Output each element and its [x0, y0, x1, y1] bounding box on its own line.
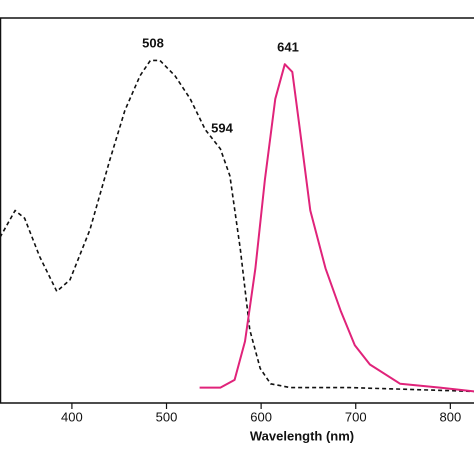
x-tick-label: 500 [156, 409, 178, 424]
spectrum-line [199, 63, 474, 393]
x-tick-label: 400 [61, 409, 83, 424]
x-tick-label: 700 [345, 409, 367, 424]
x-axis-label: Wavelength (nm) [250, 428, 354, 443]
spectrum-line [0, 59, 474, 393]
x-tick-label: 600 [250, 409, 272, 424]
peak-annotation: 508 [142, 35, 164, 50]
peak-annotation: 641 [277, 39, 299, 54]
x-tick-label: 800 [439, 409, 461, 424]
peak-annotation: 594 [211, 120, 233, 135]
